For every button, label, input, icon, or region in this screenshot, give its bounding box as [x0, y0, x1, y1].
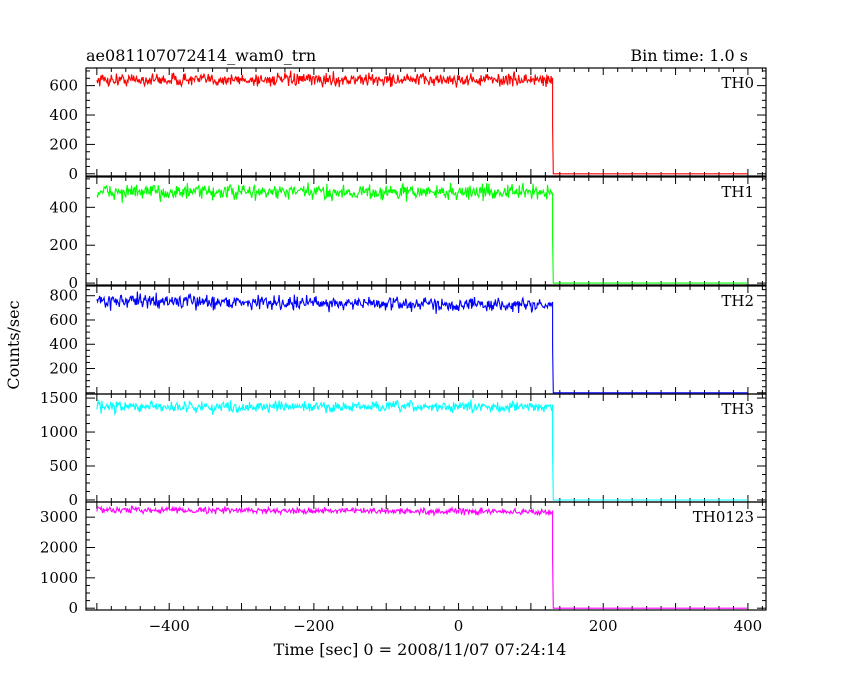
series-line-th3 [96, 399, 748, 501]
y-axis-title: Counts/sec [4, 300, 23, 389]
series-line-th2 [96, 291, 748, 394]
y-tick-label: 200 [49, 135, 78, 153]
series-line-th0 [96, 70, 748, 175]
y-tick-label: 0 [68, 491, 78, 509]
panel-label-th3: TH3 [721, 400, 754, 418]
x-tick-label: 0 [454, 617, 464, 635]
y-tick-label: 400 [49, 335, 78, 353]
panel-th0123: 0 1000 2000 3000 TH0123 [40, 501, 767, 617]
y-tick-label: 0 [68, 274, 78, 292]
x-tick-label: 400 [734, 617, 763, 635]
panel-label-th2: TH2 [721, 292, 754, 310]
bin-time-label: Bin time: 1.0 s [630, 46, 748, 65]
y-tick-label: 0 [68, 165, 78, 183]
y-tick-label: 200 [49, 360, 78, 378]
y-tick-label: 600 [49, 311, 78, 329]
chart-title: ae081107072414_wam0_trn [86, 46, 316, 65]
y-tick-label: 500 [49, 457, 78, 475]
y-tick-label: 400 [49, 198, 78, 216]
x-tick-label: −200 [293, 617, 334, 635]
series-line-th1 [96, 181, 748, 284]
y-tick-label: 1000 [40, 569, 78, 587]
x-axis-title: Time [sec] 0 = 2008/11/07 07:24:14 [274, 640, 567, 659]
panel-label-th1: TH1 [721, 183, 754, 201]
x-tick-label: 200 [589, 617, 618, 635]
panel-th1: 0 200 400 TH1 [49, 176, 767, 292]
panel-th3: 0 500 1000 1500 TH3 [40, 389, 767, 509]
panel-th2: 200 400 600 800 TH2 [49, 285, 767, 395]
series-line-th0123 [96, 504, 748, 609]
panel-th0: 0 200 400 600 TH0 [49, 67, 767, 183]
y-tick-label: 1500 [40, 389, 78, 407]
y-tick-label: 2000 [40, 539, 78, 557]
y-tick-label: 600 [49, 77, 78, 95]
panel-frame [85, 67, 767, 177]
panel-frame [85, 501, 767, 611]
y-tick-label: 800 [49, 287, 78, 305]
x-tick-label: −400 [149, 617, 190, 635]
panel-frame [85, 393, 767, 503]
y-tick-label: 200 [49, 236, 78, 254]
y-tick-label: 0 [68, 599, 78, 617]
panel-label-th0: TH0 [721, 74, 754, 92]
panel-label-th0123: TH0123 [693, 508, 754, 526]
y-tick-label: 400 [49, 106, 78, 124]
panels-layer: 0 200 400 600 TH0 0 200 400 TH1 200 400 600 800 TH2 0 5… [40, 67, 767, 635]
y-tick-label: 3000 [40, 508, 78, 526]
panel-frame [85, 176, 767, 286]
y-tick-label: 1000 [40, 423, 78, 441]
